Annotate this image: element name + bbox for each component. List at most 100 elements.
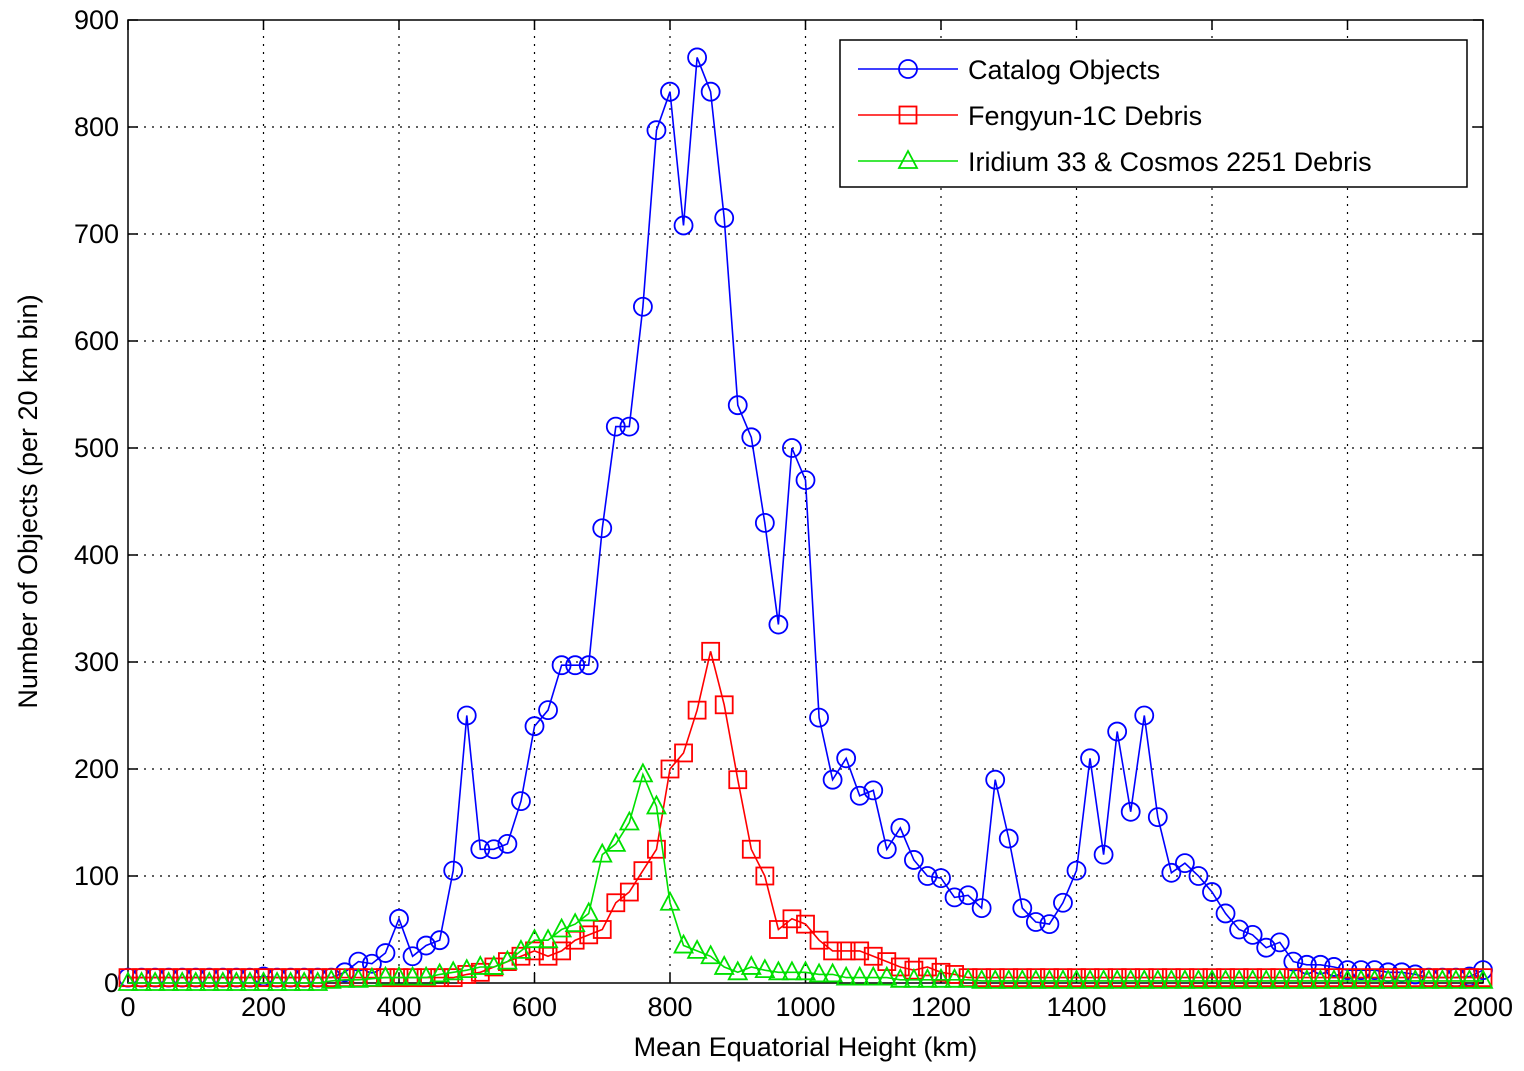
y-tick-label: 900 [74, 5, 119, 35]
data-point-marker [1093, 844, 1114, 865]
data-point-marker [767, 960, 789, 981]
data-point-marker [903, 967, 925, 988]
data-point-marker [1120, 968, 1142, 989]
data-point-marker [524, 928, 545, 949]
data-point-marker [347, 967, 369, 988]
data-point-marker [293, 971, 315, 991]
data-point-marker [1323, 968, 1345, 989]
data-point-marker [1269, 932, 1290, 953]
data-point-marker [443, 860, 464, 881]
grid [128, 20, 1483, 983]
data-point-marker [456, 958, 478, 979]
data-point-marker [254, 968, 273, 988]
data-point-marker [1309, 968, 1331, 989]
data-point-marker [483, 839, 504, 860]
data-point-marker [281, 968, 301, 988]
x-tick-label: 1800 [1317, 992, 1377, 1022]
data-point-marker [1079, 968, 1101, 989]
data-point-marker [796, 914, 815, 934]
data-point-marker [1337, 968, 1358, 989]
data-point-marker [1256, 937, 1277, 958]
data-point-marker [579, 925, 599, 945]
data-point-marker [171, 971, 193, 991]
data-point-marker [754, 958, 776, 979]
data-point-marker [1377, 968, 1399, 989]
y-tick-label: 400 [74, 540, 119, 570]
data-point-marker [551, 917, 573, 938]
data-point-marker [308, 968, 328, 988]
data-point-marker [971, 968, 993, 989]
data-point-marker [307, 971, 329, 991]
data-point-marker [538, 700, 558, 721]
data-point-marker [809, 707, 829, 728]
data-point-marker [1418, 968, 1440, 989]
data-point-marker [1187, 968, 1209, 989]
data-point-marker [674, 743, 693, 763]
data-point-marker [510, 938, 532, 959]
legend-entry: Iridium 33 & Cosmos 2251 Debris [858, 147, 1372, 177]
data-point-marker [320, 968, 342, 989]
data-point-marker [240, 968, 260, 988]
data-point-marker [931, 962, 951, 982]
x-tick-label: 2000 [1453, 992, 1513, 1022]
x-tick-label: 1000 [775, 992, 835, 1022]
x-tick-label: 800 [647, 992, 692, 1022]
data-point-marker [931, 868, 951, 889]
data-point-marker [186, 968, 206, 988]
data-point-marker [876, 965, 898, 986]
data-point-marker [144, 971, 166, 991]
data-point-marker [1093, 968, 1115, 989]
data-point-marker [564, 912, 586, 933]
x-tick-label: 600 [512, 992, 557, 1022]
data-point-marker [890, 817, 911, 838]
data-point-marker [741, 427, 762, 448]
data-point-marker [754, 513, 775, 533]
data-point-marker [877, 952, 897, 971]
data-point-marker [782, 909, 802, 929]
data-point-marker [957, 967, 979, 988]
data-point-marker [632, 762, 654, 783]
legend-entries: Catalog Objects Fengyun-1C Debris Iridium … [858, 55, 1372, 177]
data-point-marker [158, 971, 180, 991]
x-tick-label: 1600 [1182, 992, 1242, 1022]
data-point-marker [1107, 721, 1128, 742]
data-point-marker [1269, 968, 1291, 989]
data-point-marker [388, 965, 410, 986]
data-point-marker [645, 794, 667, 815]
data-point-marker [835, 965, 857, 986]
data-point-marker [294, 968, 314, 988]
data-point-marker [1012, 898, 1033, 918]
data-point-marker [1202, 882, 1222, 902]
data-point-marker [944, 887, 965, 908]
y-tick-label: 700 [74, 219, 119, 249]
data-point-marker [1229, 919, 1249, 940]
data-point-marker [795, 470, 816, 491]
data-point-marker [280, 971, 302, 991]
data-point-marker [225, 971, 247, 991]
data-point-marker [660, 81, 680, 102]
data-point-marker [511, 791, 531, 811]
data-point-marker [714, 695, 734, 715]
data-point-marker [795, 960, 816, 981]
data-point-marker [850, 941, 870, 961]
data-point-marker [592, 920, 612, 939]
data-point-marker [1134, 705, 1155, 726]
data-point-marker [267, 968, 287, 988]
data-point-marker [1472, 968, 1494, 989]
y-tick-label: 500 [74, 433, 119, 463]
data-point-marker [822, 962, 844, 983]
data-point-marker [809, 930, 829, 950]
data-point-marker [768, 614, 789, 635]
data-point-marker [442, 960, 464, 981]
data-point-marker [808, 962, 830, 983]
data-point-marker [1445, 968, 1467, 989]
data-point-marker [1039, 914, 1060, 935]
data-point-marker [701, 641, 721, 661]
data-point-marker [849, 965, 871, 986]
data-point-marker [1147, 807, 1168, 828]
data-point-marker [618, 810, 640, 831]
data-point-marker [1255, 968, 1277, 989]
data-point-marker [673, 933, 695, 954]
data-point-marker [1174, 968, 1196, 989]
data-point-marker [700, 81, 721, 102]
